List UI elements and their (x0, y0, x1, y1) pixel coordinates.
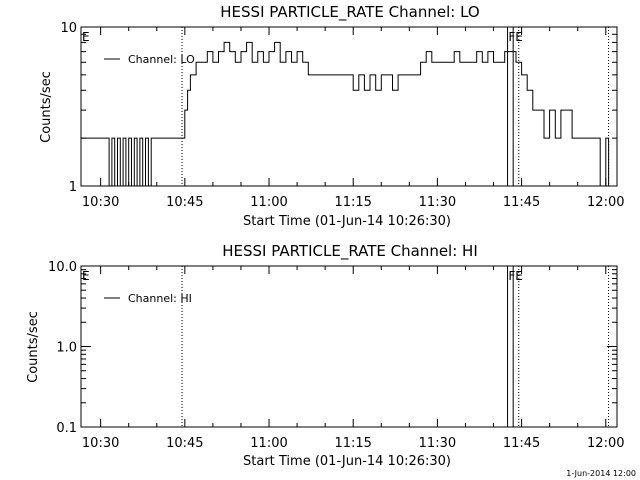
top-chart-title: HESSI PARTICLE_RATE Channel: LO (220, 3, 479, 22)
top-x-tick-label: 11:00 (250, 195, 287, 210)
bottom-x-tick-label: 11:00 (250, 436, 287, 451)
top-chart-xlabel: Start Time (01-Jun-14 10:26:30) (243, 214, 451, 229)
footer-timestamp: 1-Jun-2014 12:00 (566, 469, 636, 478)
bottom-y-tick-label: 1.0 (56, 341, 77, 356)
bottom-x-tick-label: 11:30 (419, 436, 456, 451)
top-x-tick-label: 10:45 (166, 195, 203, 210)
bottom-x-tick-label: 11:45 (503, 436, 540, 451)
bottom-chart-xlabel: Start Time (01-Jun-14 10:26:30) (243, 454, 451, 469)
bottom-x-tick-label: 11:15 (334, 436, 371, 451)
bottom-legend-label: Channel: HI (128, 292, 192, 305)
top-plot-frame (80, 26, 618, 187)
top-x-tick-label: 11:15 (334, 195, 371, 210)
top-x-tick-label: 12:00 (587, 195, 624, 210)
bottom-x-tick-label: 10:45 (166, 436, 203, 451)
bottom-x-tick-label: 12:00 (587, 436, 624, 451)
bottom-event-marker-e: E (82, 269, 90, 283)
top-x-tick-label: 10:30 (82, 195, 119, 210)
bottom-x-tick-label: 10:30 (82, 436, 119, 451)
top-chart-ylabel: Counts/sec (39, 71, 54, 143)
bottom-chart-title: HESSI PARTICLE_RATE Channel: HI (222, 242, 478, 261)
top-series-line (81, 41, 610, 187)
top-x-tick-label: 11:30 (419, 195, 456, 210)
bottom-chart-ylabel: Counts/sec (26, 311, 41, 383)
bottom-y-tick-label: 10.0 (48, 260, 77, 275)
top-x-tick-label: 11:45 (503, 195, 540, 210)
top-event-marker-e: E (82, 30, 90, 44)
top-legend-label: Channel: LO (128, 53, 195, 66)
top-y-tick-label: 1 (69, 180, 77, 195)
bottom-y-tick-label: 0.1 (56, 421, 77, 436)
bottom-event-marker-fe: FE (508, 269, 522, 283)
bottom-plot-frame (80, 265, 618, 428)
top-y-tick-label: 10 (60, 21, 77, 36)
top-event-marker-fe: FE (508, 30, 522, 44)
